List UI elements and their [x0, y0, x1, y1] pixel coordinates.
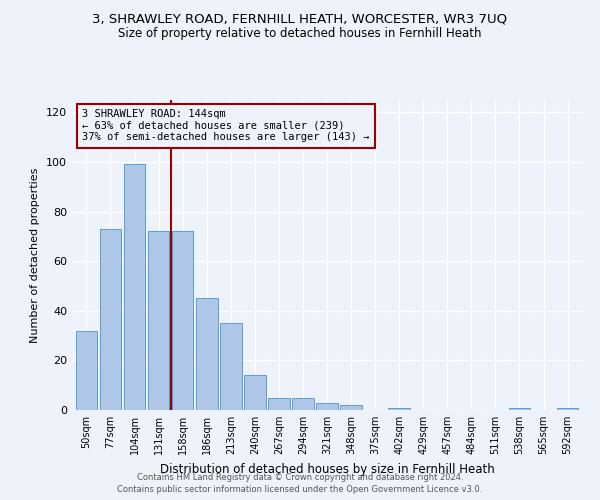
Bar [268, 398, 290, 410]
Bar [100, 229, 121, 410]
Y-axis label: Number of detached properties: Number of detached properties [31, 168, 40, 342]
Bar [292, 398, 314, 410]
Bar [220, 323, 242, 410]
Text: Size of property relative to detached houses in Fernhill Heath: Size of property relative to detached ho… [118, 28, 482, 40]
Bar [509, 408, 530, 410]
Text: Contains HM Land Registry data © Crown copyright and database right 2024.: Contains HM Land Registry data © Crown c… [137, 472, 463, 482]
Bar [388, 408, 410, 410]
Text: 3 SHRAWLEY ROAD: 144sqm
← 63% of detached houses are smaller (239)
37% of semi-d: 3 SHRAWLEY ROAD: 144sqm ← 63% of detache… [82, 110, 370, 142]
Bar [316, 402, 338, 410]
Bar [124, 164, 145, 410]
Bar [76, 330, 97, 410]
Bar [172, 232, 193, 410]
Bar [148, 232, 169, 410]
Text: 3, SHRAWLEY ROAD, FERNHILL HEATH, WORCESTER, WR3 7UQ: 3, SHRAWLEY ROAD, FERNHILL HEATH, WORCES… [92, 12, 508, 26]
Bar [196, 298, 218, 410]
Bar [244, 376, 266, 410]
Text: Contains public sector information licensed under the Open Government Licence v3: Contains public sector information licen… [118, 485, 482, 494]
X-axis label: Distribution of detached houses by size in Fernhill Heath: Distribution of detached houses by size … [160, 462, 494, 475]
Bar [340, 405, 362, 410]
Bar [557, 408, 578, 410]
